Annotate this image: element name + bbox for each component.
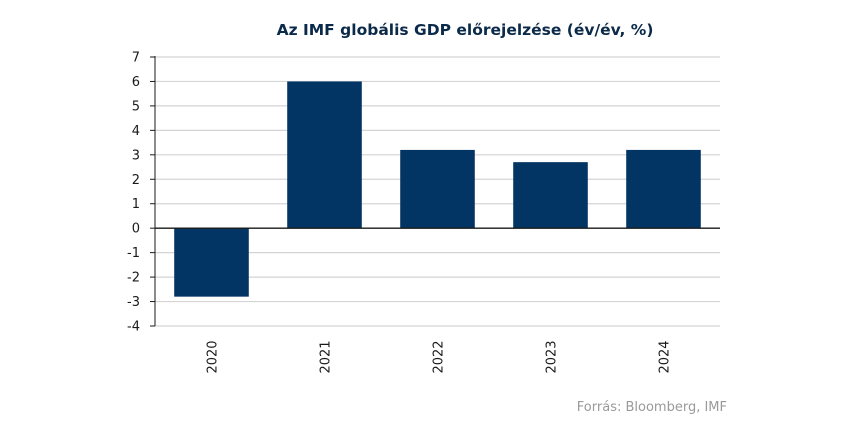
x-tick-label: 2022 [432,340,447,373]
y-tick-label: 0 [132,222,140,237]
y-tick-label: -3 [127,295,140,310]
x-tick-label: 2023 [545,340,560,373]
y-tick-label: 2 [132,173,140,188]
y-tick-label: -4 [127,320,140,335]
y-tick-label: -2 [127,271,140,286]
bar-2023 [513,162,588,229]
axes [150,56,720,327]
x-tick-labels: 2020 2021 2022 2023 2024 [206,340,673,373]
bar-2024 [626,149,701,229]
bar-2021 [287,81,362,229]
y-tick-label: 4 [132,124,140,139]
y-tick-label: 1 [132,197,140,212]
bars [174,81,701,297]
y-tick-label: -1 [127,246,140,261]
bar-2022 [400,149,475,229]
bar-2020 [174,228,249,297]
x-tick-label: 2024 [658,340,673,373]
y-tick-label: 7 [132,51,140,66]
source-note: Forrás: Bloomberg, IMF [577,400,727,415]
y-tick-labels: 7 6 5 4 3 2 1 0 -1 -2 -3 -4 [127,51,140,335]
x-tick-label: 2020 [206,340,221,373]
chart-title: Az IMF globális GDP előrejelzése (év/év,… [277,21,654,39]
y-tick-label: 5 [132,99,140,114]
x-tick-label: 2021 [319,340,334,373]
y-tick-label: 6 [132,75,140,90]
y-tick-label: 3 [132,148,140,163]
